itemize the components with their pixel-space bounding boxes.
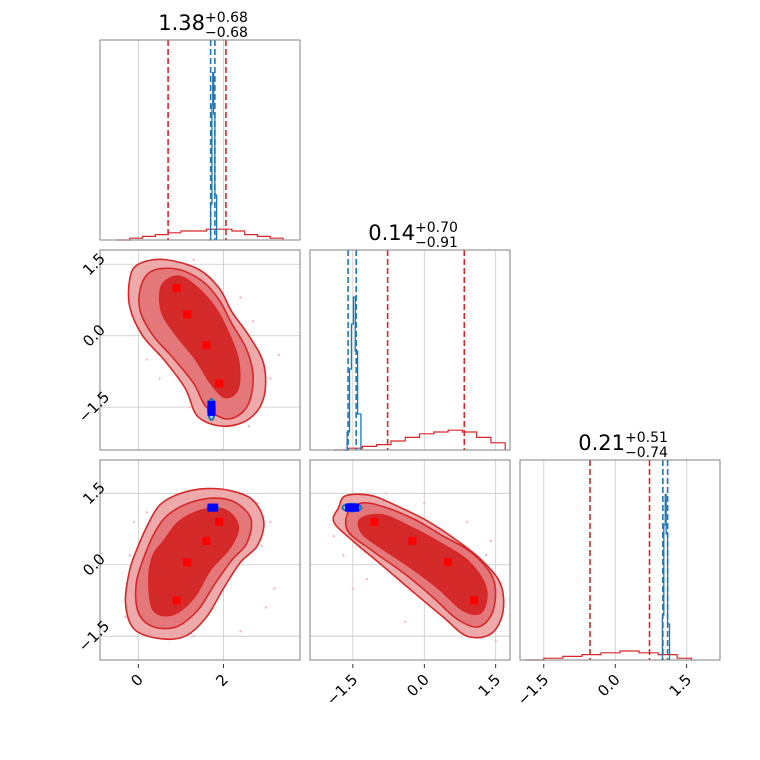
red-marker bbox=[183, 310, 192, 319]
title-lower-error: −0.74 bbox=[625, 445, 668, 461]
sample-point bbox=[247, 424, 251, 428]
contour-inner bbox=[148, 507, 240, 617]
red-marker bbox=[470, 596, 479, 605]
red-marker bbox=[444, 558, 453, 567]
title-value: 0.14 bbox=[368, 221, 415, 245]
scatter-panel-p1-p2 bbox=[309, 459, 511, 661]
histogram-panel-p0 bbox=[99, 39, 301, 241]
red-marker bbox=[408, 536, 417, 545]
blue-marker bbox=[345, 503, 354, 512]
title-value: 0.21 bbox=[578, 431, 625, 455]
sample-point bbox=[239, 296, 242, 299]
histogram-frame-p1 bbox=[309, 249, 511, 451]
sample-point bbox=[158, 377, 161, 380]
sample-point bbox=[351, 587, 355, 590]
sample-point bbox=[465, 520, 469, 524]
sample-point bbox=[332, 534, 336, 538]
sample-point bbox=[264, 606, 268, 609]
sample-point bbox=[269, 377, 272, 380]
panel-title-p0: 1.38 +0.68−0.68 bbox=[158, 10, 248, 41]
sample-point bbox=[404, 620, 407, 624]
sample-point bbox=[192, 634, 195, 638]
scatter-frame-p0-p2 bbox=[99, 459, 301, 661]
sample-point bbox=[277, 353, 280, 356]
sample-point bbox=[384, 492, 388, 495]
contour-inner bbox=[158, 275, 241, 399]
red-marker bbox=[202, 536, 211, 545]
sample-point bbox=[484, 554, 488, 557]
sample-point bbox=[145, 511, 149, 514]
red-marker bbox=[215, 379, 224, 388]
sample-point bbox=[251, 320, 255, 323]
sample-point bbox=[269, 520, 272, 524]
sample-point bbox=[188, 405, 191, 409]
sample-point bbox=[132, 520, 136, 524]
sample-point bbox=[342, 554, 345, 557]
title-upper-error: +0.68 bbox=[205, 10, 248, 26]
scatter-panel-p0-p2 bbox=[99, 459, 301, 661]
sample-point bbox=[423, 501, 426, 505]
contour-inner bbox=[357, 513, 488, 616]
red-histogram-p0 bbox=[117, 228, 284, 241]
title-upper-error: +0.70 bbox=[415, 220, 458, 236]
scatter-frame-p0-p1 bbox=[99, 249, 301, 451]
panel-title-p1: 0.14 +0.70−0.91 bbox=[368, 220, 458, 251]
sample-point bbox=[128, 554, 131, 557]
red-marker bbox=[172, 596, 181, 605]
red-marker bbox=[172, 284, 181, 293]
histogram-frame-p0 bbox=[99, 39, 301, 241]
red-histogram-p2 bbox=[524, 650, 693, 661]
scatter-panel-p0-p1 bbox=[99, 249, 301, 451]
panel-title-p2: 0.21 +0.51−0.74 bbox=[578, 430, 668, 461]
red-marker bbox=[183, 558, 192, 567]
red-marker bbox=[370, 517, 379, 526]
histogram-panel-p2 bbox=[519, 459, 721, 661]
blue-marker bbox=[207, 407, 216, 416]
histogram-panel-p1 bbox=[309, 249, 511, 451]
sample-point bbox=[494, 639, 497, 643]
scatter-frame-p1-p2 bbox=[309, 459, 511, 661]
sample-point bbox=[239, 630, 242, 633]
title-lower-error: −0.91 bbox=[415, 235, 458, 251]
sample-point bbox=[260, 544, 263, 547]
red-marker bbox=[215, 517, 224, 526]
red-marker bbox=[202, 341, 211, 350]
red-histogram-p1 bbox=[333, 429, 506, 451]
sample-point bbox=[489, 539, 493, 543]
title-lower-error: −0.68 bbox=[205, 25, 248, 41]
sample-point bbox=[365, 577, 369, 581]
sample-point bbox=[273, 587, 276, 590]
title-upper-error: +0.51 bbox=[625, 430, 668, 446]
histogram-frame-p2 bbox=[519, 459, 721, 661]
sample-point bbox=[145, 358, 149, 361]
blue-marker bbox=[210, 503, 219, 512]
title-value: 1.38 bbox=[158, 11, 205, 35]
sample-point bbox=[192, 258, 195, 261]
sample-point bbox=[124, 615, 127, 619]
